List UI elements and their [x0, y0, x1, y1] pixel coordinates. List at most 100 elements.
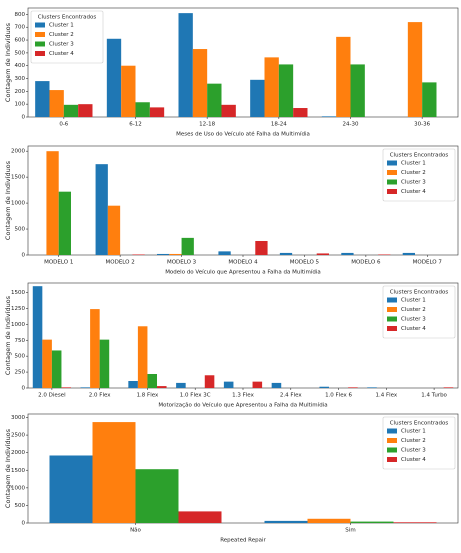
y-tick-label: 500: [15, 503, 26, 509]
bar: [132, 254, 145, 255]
bar: [80, 387, 91, 388]
legend-swatch: [387, 170, 397, 175]
legend-swatch: [387, 179, 397, 185]
legend-swatch: [387, 307, 397, 312]
x-tick-label: 24-30: [343, 122, 359, 128]
bar: [61, 387, 71, 388]
y-tick-label: 300: [15, 76, 26, 82]
y-tick-label: 1000: [11, 201, 25, 207]
legend-label: Cluster 4: [401, 457, 426, 463]
bar: [207, 83, 222, 117]
y-tick-label: 500: [15, 227, 26, 233]
y-tick-label: 250: [15, 370, 26, 376]
bar: [264, 57, 279, 117]
bar: [336, 36, 351, 118]
y-tick-label: 1250: [11, 306, 25, 312]
y-tick-label: 0: [22, 521, 26, 527]
legend-box: [382, 285, 456, 339]
legend-label: Cluster 3: [401, 317, 426, 323]
y-tick-label: 0: [22, 253, 26, 259]
y-tick-label: 1500: [11, 290, 25, 296]
bar: [443, 387, 454, 388]
legend-box: [382, 416, 456, 470]
y-tick-label: 750: [15, 338, 26, 344]
bar: [106, 38, 122, 117]
bar: [319, 386, 329, 388]
x-tick-label: 1.8 Flex: [137, 393, 159, 399]
bar: [58, 191, 71, 255]
x-tick-label: 1.0 Flex 6: [325, 393, 352, 399]
bar: [46, 151, 59, 255]
legend-label: Cluster 3: [49, 42, 74, 48]
bar: [157, 253, 170, 255]
legend-swatch: [387, 428, 397, 434]
legend-label: Cluster 1: [401, 298, 426, 304]
y-tick-label: 800: [15, 12, 26, 18]
bar: [348, 387, 358, 388]
y-tick-label: 400: [15, 63, 26, 69]
legend-label: Cluster 2: [401, 438, 426, 444]
y-axis-label: Contagem de Indivíduos: [4, 428, 12, 508]
legend-label: Cluster 4: [401, 189, 426, 195]
bar: [169, 253, 182, 255]
x-tick-label: MODELO 7: [413, 260, 443, 266]
bar: [78, 104, 93, 117]
bar: [221, 104, 236, 117]
bar: [178, 13, 193, 118]
x-tick-label: 1.4 Turbo: [421, 393, 447, 399]
legend-label: Cluster 2: [49, 32, 74, 38]
y-axis-label: Contagem de Indivíduos: [4, 295, 12, 375]
bar: [149, 107, 165, 117]
bar: [341, 252, 354, 255]
legend-label: Cluster 2: [401, 170, 426, 176]
y-tick-label: 3000: [11, 415, 25, 421]
legend-label: Cluster 3: [401, 180, 426, 186]
bar: [32, 286, 43, 388]
bar: [157, 386, 167, 388]
y-tick-label: 0: [22, 115, 26, 121]
x-tick-label: MODELO 6: [351, 260, 381, 266]
legend-swatch: [387, 160, 397, 166]
x-tick-label: Não: [130, 528, 141, 534]
bar: [378, 254, 391, 255]
x-tick-label: MODELO 3: [167, 260, 197, 266]
legend-swatch: [387, 189, 397, 194]
legend-box: [30, 10, 104, 64]
x-tick-label: 12-18: [199, 122, 215, 128]
legend-label: Cluster 1: [401, 161, 426, 167]
bar: [49, 455, 93, 523]
y-tick-label: 100: [15, 102, 26, 108]
bar: [321, 116, 337, 117]
y-tick-label: 1500: [11, 468, 25, 474]
legend-box: [382, 148, 456, 202]
y-tick-label: 1500: [11, 175, 25, 181]
bar: [35, 81, 50, 117]
x-axis-label: Modelo do Veículo que Apresentou a Falha…: [165, 269, 321, 276]
y-tick-label: 600: [15, 38, 26, 44]
legend-title: Clusters Encontrados: [390, 290, 449, 296]
bar: [279, 252, 293, 255]
x-tick-label: Sim: [345, 528, 355, 534]
bar: [135, 102, 150, 117]
y-axis-label: Contagem de Indivíduos: [4, 22, 12, 102]
y-tick-label: 1000: [11, 485, 25, 491]
legend-label: Cluster 1: [401, 429, 426, 435]
bar: [128, 381, 138, 388]
legend-swatch: [387, 316, 397, 322]
bar: [95, 164, 108, 255]
y-tick-label: 500: [15, 354, 26, 360]
x-tick-label: 18-24: [271, 122, 287, 128]
bar: [402, 252, 415, 255]
bar: [90, 309, 100, 388]
bar: [278, 64, 294, 117]
bar: [92, 422, 136, 523]
bar: [316, 253, 329, 255]
bar: [49, 90, 64, 117]
x-tick-label: 1.0 Flex 3C: [180, 393, 211, 399]
legend-swatch: [35, 41, 45, 47]
x-tick-label: 1.4 Flex: [375, 393, 397, 399]
x-tick-label: 6-12: [129, 122, 141, 128]
axes-frame: [27, 413, 459, 524]
bar: [192, 49, 208, 117]
